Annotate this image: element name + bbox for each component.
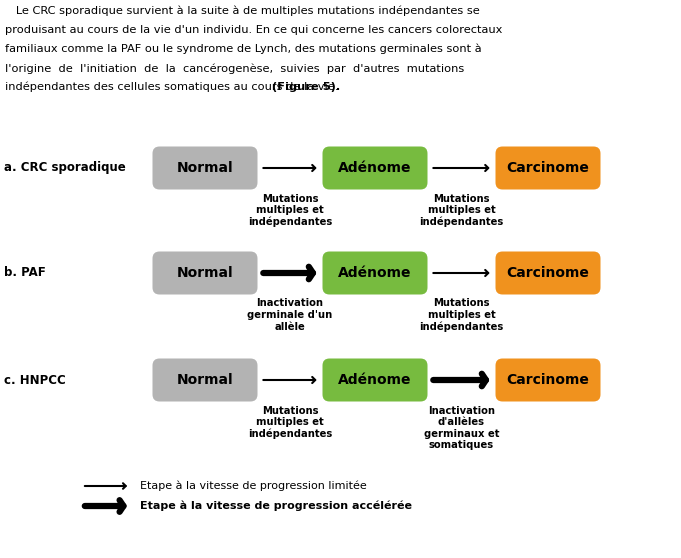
Text: Mutations
multiples et
indépendantes: Mutations multiples et indépendantes (419, 194, 504, 227)
Text: Normal: Normal (176, 266, 234, 280)
Text: (Figure 5).: (Figure 5). (268, 82, 340, 92)
FancyBboxPatch shape (496, 147, 601, 190)
Text: Carcinome: Carcinome (507, 266, 590, 280)
FancyBboxPatch shape (153, 147, 257, 190)
Text: Etape à la vitesse de progression accélérée: Etape à la vitesse de progression accélé… (140, 501, 412, 511)
Text: l'origine  de  l'initiation  de  la  cancérogenèse,  suivies  par  d'autres  mut: l'origine de l'initiation de la cancérog… (5, 63, 464, 74)
FancyBboxPatch shape (323, 147, 428, 190)
FancyBboxPatch shape (496, 358, 601, 402)
Text: Carcinome: Carcinome (507, 161, 590, 175)
Text: Inactivation
d'allèles
germinaux et
somatiques: Inactivation d'allèles germinaux et soma… (424, 406, 499, 450)
Text: Inactivation
germinale d'un
allèle: Inactivation germinale d'un allèle (247, 299, 332, 331)
Text: Etape à la vitesse de progression limitée: Etape à la vitesse de progression limité… (140, 481, 367, 491)
Text: c. HNPCC: c. HNPCC (4, 373, 66, 387)
Text: Normal: Normal (176, 373, 234, 387)
Text: Normal: Normal (176, 161, 234, 175)
Text: Le CRC sporadique survient à la suite à de multiples mutations indépendantes se: Le CRC sporadique survient à la suite à … (5, 6, 479, 17)
Text: Mutations
multiples et
indépendantes: Mutations multiples et indépendantes (419, 299, 504, 333)
Text: Adénome: Adénome (338, 161, 412, 175)
Text: produisant au cours de la vie d'un individu. En ce qui concerne les cancers colo: produisant au cours de la vie d'un indiv… (5, 25, 503, 35)
Text: Mutations
multiples et
indépendantes: Mutations multiples et indépendantes (248, 194, 332, 227)
Text: a. CRC sporadique: a. CRC sporadique (4, 161, 126, 175)
Text: indépendantes des cellules somatiques au cours de la vie.: indépendantes des cellules somatiques au… (5, 82, 338, 93)
Text: Carcinome: Carcinome (507, 373, 590, 387)
FancyBboxPatch shape (153, 252, 257, 295)
FancyBboxPatch shape (496, 252, 601, 295)
FancyBboxPatch shape (323, 252, 428, 295)
Text: familiaux comme la PAF ou le syndrome de Lynch, des mutations germinales sont à: familiaux comme la PAF ou le syndrome de… (5, 44, 481, 55)
Text: Adénome: Adénome (338, 373, 412, 387)
FancyBboxPatch shape (153, 358, 257, 402)
Text: b. PAF: b. PAF (4, 267, 46, 280)
FancyBboxPatch shape (323, 358, 428, 402)
Text: Mutations
multiples et
indépendantes: Mutations multiples et indépendantes (248, 406, 332, 439)
Text: Adénome: Adénome (338, 266, 412, 280)
